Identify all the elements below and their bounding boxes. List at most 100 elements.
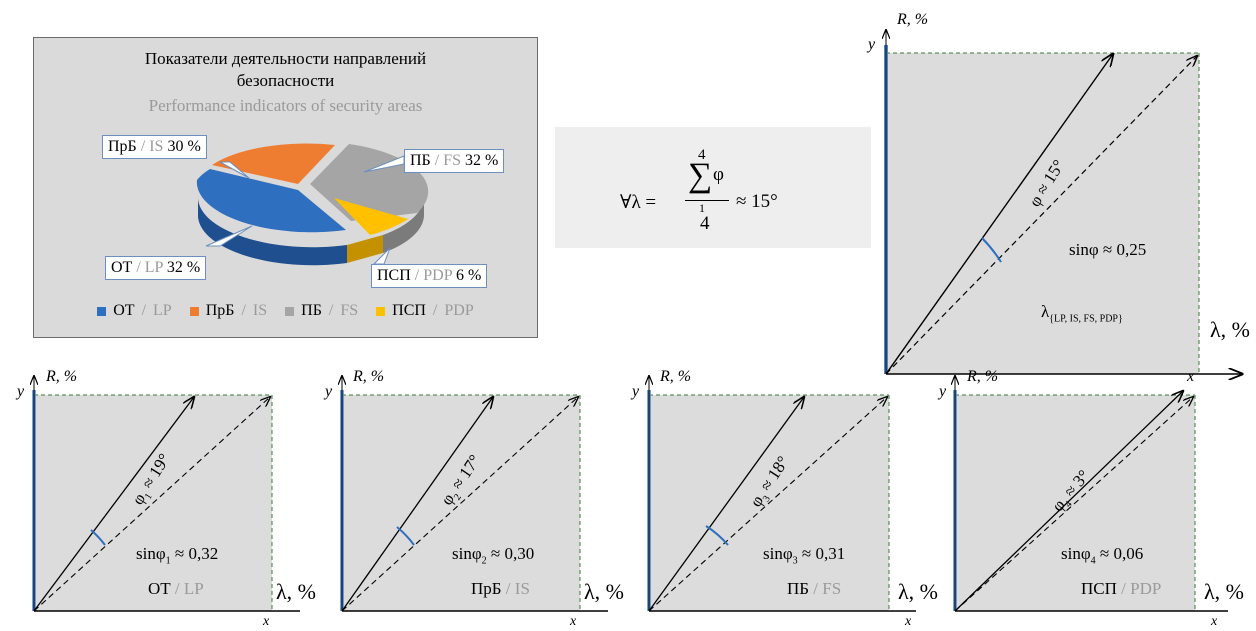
plot-lp-sin-label: sinφ1 ≈ 0,32 <box>136 545 218 570</box>
plot-is-angle-arc <box>396 526 415 546</box>
plot-fs-sin-index: 3 <box>792 555 798 567</box>
plot-pdp-en: PDP <box>1130 579 1162 598</box>
plot-lp-angle-arc <box>90 529 106 546</box>
plot-is-vector-arrow <box>341 397 493 612</box>
main-angle-arc <box>981 237 1002 263</box>
formula-fraction-bar <box>685 200 729 201</box>
plot-lp-r-label: R, % <box>46 368 78 385</box>
plot-pdp <box>954 376 1228 612</box>
pie-title-en: Performance indicators of security areas <box>148 96 423 115</box>
plot-is-sin-value: ≈ 0,30 <box>486 544 535 563</box>
pie-slice-pdp-side <box>347 235 383 263</box>
plot-lp-sep: / <box>170 579 184 598</box>
formula-rhs: ≈ 15° <box>736 191 778 212</box>
plot-is-r-label: R, % <box>353 368 385 385</box>
main-vector-arrow <box>885 54 1113 375</box>
plot-fs-y-label: y <box>632 383 640 400</box>
legend-pdp-sep: / <box>432 302 438 319</box>
plot-is-ru: ПрБ <box>471 579 502 598</box>
legend-swatch-fs <box>285 306 295 316</box>
plot-is <box>341 376 608 612</box>
plot-pdp-lambda-label: λ, % <box>1204 579 1244 604</box>
plot-lp-ru: ОТ <box>148 579 171 598</box>
pie-slice-is <box>212 143 335 184</box>
plot-lp-en: LP <box>183 579 204 598</box>
callout-lp-ru: ОТ <box>111 259 133 276</box>
legend-swatch-pdp <box>376 306 386 316</box>
plot-fs-category: ПБ / FS <box>787 580 841 598</box>
callout-lp-sep: / <box>132 259 145 276</box>
plot-is-y-label: y <box>325 383 333 400</box>
legend-fs-sep: / <box>328 302 334 319</box>
plot-lp-lambda-label: λ, % <box>276 579 316 604</box>
plot-lp-sin: sinφ <box>136 544 166 563</box>
main-lambda-symbol: λ <box>1041 302 1050 321</box>
main-lambda-axis-label: λ, % <box>1210 317 1250 342</box>
plot-pdp-category: ПСП / PDP <box>1081 580 1161 598</box>
callout-fs-value: 32 % <box>461 152 499 169</box>
plot-pdp-diagonal-arrow <box>954 397 1193 612</box>
main-y-label: y <box>868 36 876 53</box>
plot-lp-y-label: y <box>17 383 25 400</box>
callout-pdp-value: 6 % <box>452 267 482 284</box>
main-lambda-subscript: {LP, IS, FS, PDP} <box>1049 313 1123 325</box>
plot-pdp-ru: ПСП <box>1081 579 1117 598</box>
plot-pdp-sin-value: ≈ 0,06 <box>1095 544 1144 563</box>
plot-lp <box>33 376 300 612</box>
plot-is-sin: sinφ <box>452 544 482 563</box>
plot-pdp-sin-label: sinφ4 ≈ 0,06 <box>1061 545 1143 570</box>
plot-lp-diagonal-arrow <box>33 397 270 612</box>
pie-slice-lp <box>196 169 346 233</box>
callout-fs-sep: / <box>430 152 444 169</box>
plot-pdp-sin-index: 4 <box>1090 555 1096 567</box>
callout-pdp: ПСП / PDP 6 % <box>371 264 488 288</box>
legend-lp-en: LP <box>153 302 172 319</box>
plot-fs-ru: ПБ <box>787 579 810 598</box>
formula-lhs: ∀λ = <box>620 192 657 213</box>
callout-pdp-ru: ПСП <box>377 267 411 284</box>
plot-lp-sin-index: 1 <box>165 555 171 567</box>
legend-swatch-lp <box>97 306 107 316</box>
legend-is-ru: ПрБ <box>205 302 235 319</box>
callout-is-value: 30 % <box>163 138 201 155</box>
legend-pdp-en: PDP <box>444 302 474 319</box>
plot-pdp-sin: sinφ <box>1061 544 1091 563</box>
callout-is-en: IS <box>149 138 164 155</box>
plot-is-en: IS <box>514 579 530 598</box>
callout-pdp-sep: / <box>410 267 424 284</box>
callout-pdp-en: PDP <box>423 267 452 284</box>
legend-lp-ru: ОТ <box>113 302 135 319</box>
callout-lp-value: 32 % <box>162 259 201 276</box>
pie-title-ru-line1: Показатели деятельности направлений <box>144 49 427 68</box>
plot-fs-sep: / <box>809 579 823 598</box>
plot-pdp-vector-arrow <box>954 391 1183 612</box>
plot-is-lambda-label: λ, % <box>584 579 624 604</box>
formula-sum-sign: ∑ <box>688 157 713 194</box>
plot-fs-lambda-label: λ, % <box>898 579 938 604</box>
plot-pdp-x-top-label: x <box>1187 368 1195 385</box>
plot-pdp-r-label: R, % <box>967 368 999 385</box>
pie-title-ru-line2: безопасности <box>236 71 335 90</box>
callout-is: ПрБ / IS 30 % <box>102 135 207 159</box>
plot-pdp-sep: / <box>1116 579 1131 598</box>
pie-legend: ОТ / LP ПрБ / IS ПБ / FS ПСП / PDP <box>34 302 537 320</box>
plot-is-sin-index: 2 <box>481 555 487 567</box>
formula-sum-var: φ <box>713 164 724 185</box>
pie-slice-lp-side <box>197 196 347 266</box>
legend-pdp-ru: ПСП <box>392 302 426 319</box>
plot-fs <box>649 376 916 612</box>
plot-fs-x-label: x <box>905 614 912 629</box>
plot-is-diagonal-arrow <box>341 397 578 612</box>
plot-lp-category: ОТ / LP <box>148 580 204 598</box>
pie-3d-chart <box>196 143 429 266</box>
formula-denominator: 4 <box>700 213 710 234</box>
callout-fs: ПБ / FS 32 % <box>404 149 505 173</box>
legend-is-sep: / <box>241 302 246 319</box>
pie-chart-panel: Показатели деятельности направлений безо… <box>33 37 538 338</box>
plot-fs-en: FS <box>822 579 842 598</box>
callout-is-sep: / <box>136 138 150 155</box>
callout-fs-ru: ПБ <box>410 152 431 169</box>
legend-item-lp: ОТ / LP <box>97 302 172 320</box>
legend-fs-en: FS <box>340 302 359 319</box>
plot-pdp-x-label: x <box>1211 614 1218 629</box>
